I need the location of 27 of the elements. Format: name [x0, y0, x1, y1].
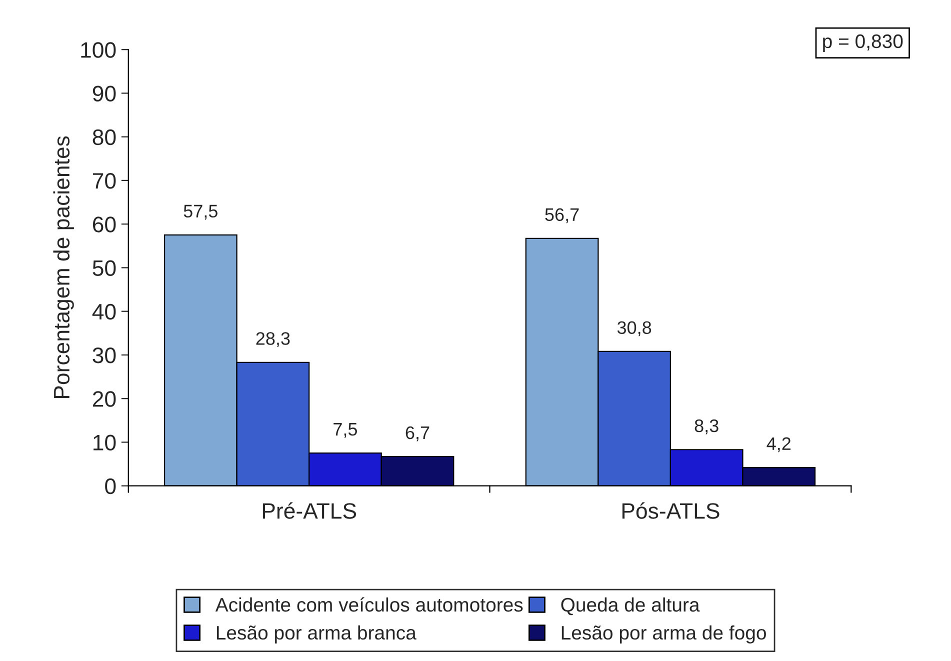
y-tick-label: 50: [92, 260, 116, 276]
data-label: 56,7: [545, 208, 579, 224]
y-tick-label: 40: [92, 304, 116, 320]
y-tick-label: 100: [81, 42, 116, 58]
data-label: 6,7: [406, 426, 430, 442]
y-tick-label: 30: [92, 347, 116, 364]
y-tick-label: 20: [92, 391, 116, 407]
x-tick-label: Pré-ATLS: [262, 502, 356, 519]
y-tick-label: 80: [92, 129, 116, 146]
y-tick-label: 70: [93, 172, 116, 189]
data-label: 4,2: [766, 437, 791, 452]
legend-label: Queda de altura: [561, 597, 700, 616]
legend-label: Lesão por arma branca: [216, 625, 416, 644]
y-axis-title: Porcentagem de pacientes: [53, 136, 74, 398]
annotation: p = 0,830: [823, 34, 903, 52]
data-label: 8,3: [694, 419, 718, 434]
data-label: 57,5: [184, 204, 218, 220]
legend-label: Lesão por arma de fogo: [562, 625, 766, 644]
y-tick-label: 0: [105, 478, 116, 494]
data-label: 30,8: [617, 321, 652, 336]
y-tick-label: 60: [92, 216, 116, 232]
data-label: 7,5: [334, 423, 358, 438]
y-tick-label: 90: [92, 86, 116, 102]
legend-label: Acidente com veículos automotores: [215, 597, 523, 612]
data-label: 28,3: [256, 332, 290, 348]
x-tick-label: Pós-ATLS: [622, 502, 720, 519]
y-tick-label: 10: [94, 434, 116, 450]
